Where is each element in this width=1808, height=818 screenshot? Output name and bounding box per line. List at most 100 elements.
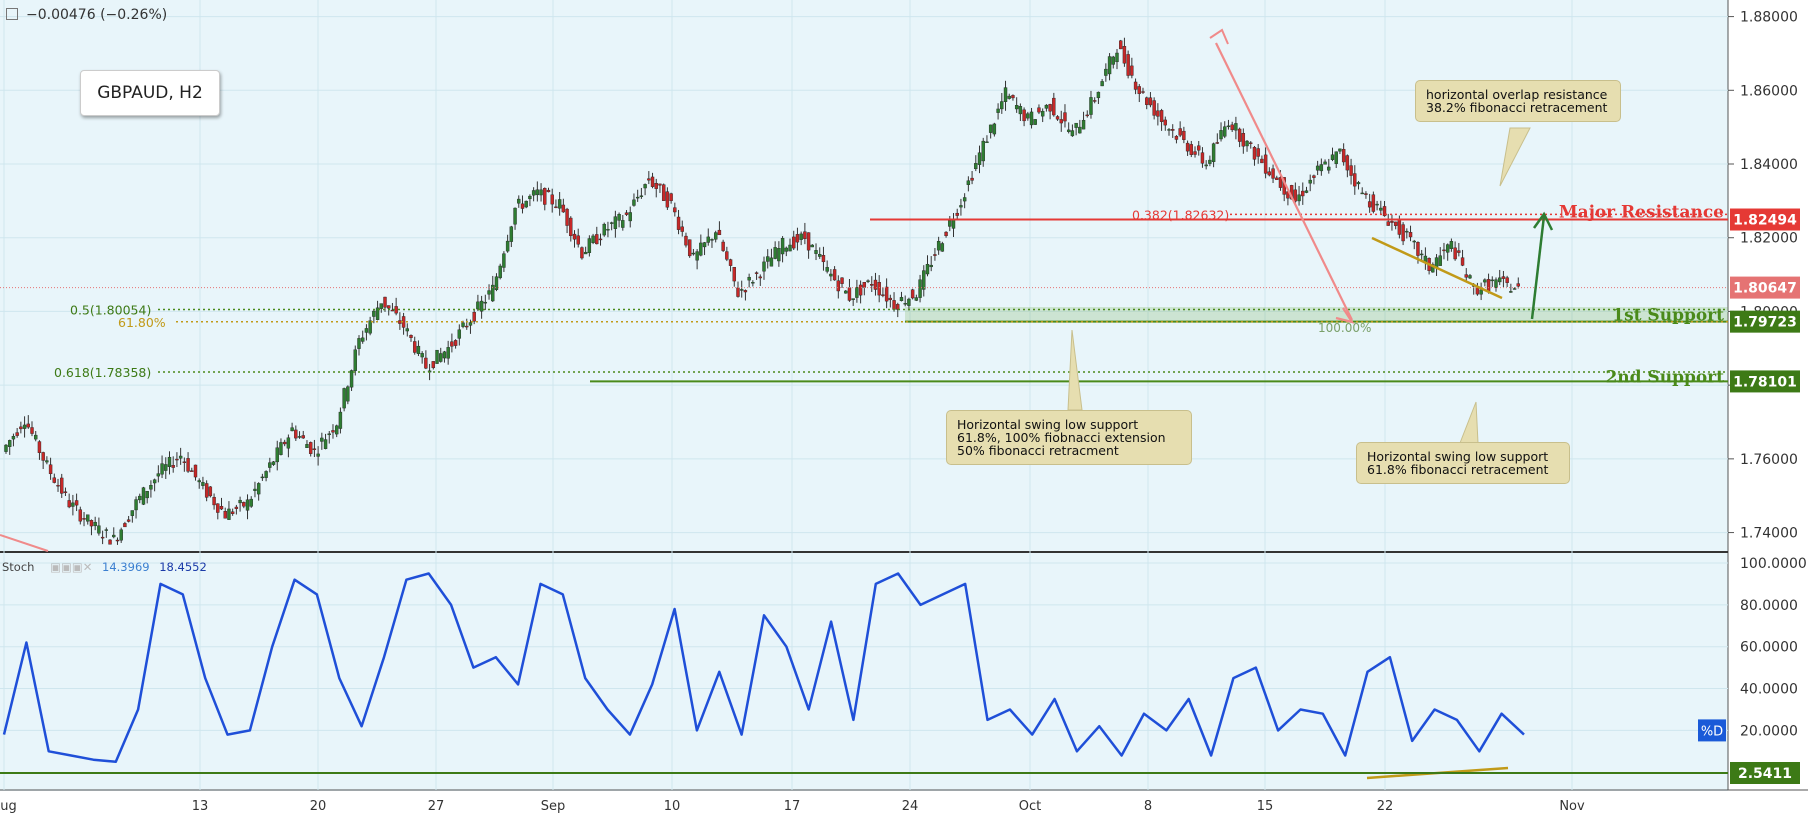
candle-body bbox=[461, 322, 465, 327]
candle-body bbox=[45, 460, 49, 463]
indicator-controls-icon[interactable]: ▣▣▣✕ bbox=[50, 560, 93, 574]
candle-body bbox=[658, 183, 662, 186]
candle-body bbox=[364, 328, 369, 333]
candle-body bbox=[450, 341, 454, 347]
candle-body bbox=[736, 287, 740, 297]
candle-body bbox=[1215, 142, 1220, 144]
candle-body bbox=[479, 300, 484, 312]
candle-body bbox=[873, 279, 878, 290]
declining-trendline bbox=[1371, 236, 1503, 300]
candle-body bbox=[647, 178, 651, 181]
candle-body bbox=[390, 309, 395, 312]
candle-body bbox=[453, 340, 458, 346]
candle-body bbox=[242, 502, 246, 507]
candle-body bbox=[1092, 100, 1097, 102]
candle-body bbox=[799, 233, 803, 240]
candle-body bbox=[212, 496, 216, 506]
candle-body bbox=[1349, 165, 1353, 176]
stoch-legend[interactable]: Stoch ▣▣▣✕ 14.3969 18.4552 bbox=[2, 560, 207, 574]
candle-body bbox=[476, 301, 480, 310]
candle-body bbox=[1174, 135, 1179, 140]
candle-body bbox=[792, 236, 796, 249]
candle-body bbox=[1479, 289, 1483, 295]
callout-line: Horizontal swing low support bbox=[1367, 449, 1549, 464]
candle-body bbox=[884, 286, 889, 302]
candle-body bbox=[342, 388, 346, 409]
collapse-icon[interactable] bbox=[6, 8, 18, 20]
candle-body bbox=[531, 190, 536, 196]
candle-body bbox=[829, 273, 833, 277]
candle-body bbox=[1412, 240, 1416, 243]
candle-body bbox=[635, 196, 640, 199]
candle-body bbox=[1237, 128, 1242, 142]
candle-body bbox=[1338, 148, 1342, 152]
callout-line: 61.8%, 100% fiobnacci extension bbox=[957, 430, 1166, 445]
candle-body bbox=[1130, 65, 1134, 76]
candle-body bbox=[442, 351, 447, 359]
candle-body bbox=[1449, 241, 1454, 249]
candle-body bbox=[1319, 164, 1324, 172]
time-tick-label: Oct bbox=[1019, 799, 1041, 814]
candle-body bbox=[130, 510, 135, 516]
time-tick-label: Aug bbox=[0, 799, 17, 814]
candle-body bbox=[583, 251, 588, 255]
candle-body bbox=[1505, 277, 1509, 283]
candle-body bbox=[1345, 155, 1350, 171]
candle-body bbox=[305, 444, 309, 449]
candle-body bbox=[1074, 122, 1078, 128]
candle-body bbox=[71, 502, 75, 507]
candle-body bbox=[1133, 81, 1138, 90]
candle-body bbox=[1252, 146, 1257, 160]
candle-body bbox=[1278, 177, 1283, 188]
stoch-level-tag-label: 2.5411 bbox=[1738, 766, 1792, 782]
candle-body bbox=[661, 184, 666, 201]
candle-body bbox=[977, 152, 982, 165]
change-readout: −0.00476 (−0.26%) bbox=[6, 7, 167, 23]
candle-body bbox=[866, 280, 870, 282]
candle-body bbox=[899, 297, 904, 302]
candle-body bbox=[67, 500, 71, 508]
candle-body bbox=[1393, 221, 1398, 226]
candle-body bbox=[149, 485, 153, 490]
candle-body bbox=[152, 479, 157, 484]
candle-body bbox=[702, 242, 707, 248]
candle-body bbox=[580, 247, 584, 259]
candle-body bbox=[691, 252, 696, 255]
candle-body bbox=[1137, 86, 1141, 94]
candle-body bbox=[123, 523, 127, 528]
candle-body bbox=[803, 231, 807, 239]
candle-body bbox=[375, 307, 380, 320]
candle-body bbox=[60, 477, 64, 494]
candle-body bbox=[832, 269, 837, 281]
candle-body bbox=[86, 514, 90, 522]
candle-body bbox=[97, 525, 101, 534]
candle-body bbox=[936, 240, 941, 251]
candle-body bbox=[1007, 95, 1011, 99]
candle-body bbox=[762, 261, 766, 272]
candle-body bbox=[933, 254, 937, 256]
candle-body bbox=[34, 434, 38, 440]
candle-body bbox=[48, 464, 53, 475]
axis-panel bbox=[1728, 0, 1808, 818]
candle-body bbox=[814, 250, 818, 254]
candle-body bbox=[1048, 104, 1052, 112]
current-price-tag-label: 1.80647 bbox=[1733, 281, 1797, 297]
candle-body bbox=[818, 254, 822, 257]
candle-body bbox=[457, 329, 462, 339]
major-resistance-tag-label: 1.82494 bbox=[1733, 213, 1797, 229]
candle-body bbox=[673, 207, 677, 213]
candle-body bbox=[219, 505, 224, 510]
candle-body bbox=[929, 264, 933, 268]
candle-body bbox=[1234, 123, 1238, 131]
candle-body bbox=[1341, 148, 1346, 163]
candle-body bbox=[1312, 175, 1316, 178]
candle-body bbox=[171, 465, 175, 468]
candle-body bbox=[1501, 276, 1506, 279]
candle-body bbox=[316, 453, 320, 457]
fib-0618-label: 0.618(1.78358) bbox=[54, 365, 151, 380]
candle-body bbox=[1364, 193, 1368, 195]
candle-body bbox=[1304, 190, 1309, 193]
candle-body bbox=[676, 216, 681, 230]
candle-body bbox=[249, 498, 253, 507]
